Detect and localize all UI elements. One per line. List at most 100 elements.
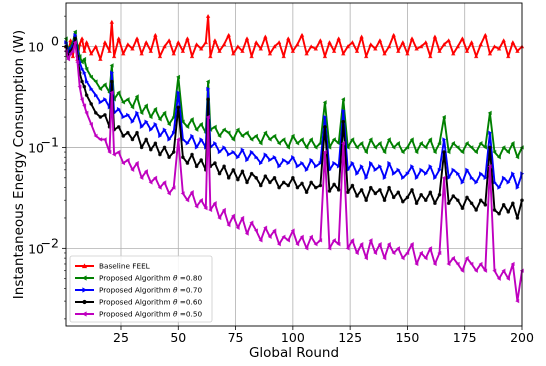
data-point	[414, 46, 419, 51]
data-point	[94, 111, 98, 115]
data-point	[290, 48, 296, 53]
data-point	[396, 246, 401, 251]
data-point	[382, 51, 387, 56]
data-point	[116, 149, 121, 155]
data-point	[121, 160, 126, 166]
data-point	[139, 51, 144, 56]
y-axis-label: Instantaneous Energy Consumption (W)	[11, 30, 27, 299]
data-point	[82, 48, 87, 53]
data-point	[350, 160, 355, 166]
legend-label-part: =0.50	[177, 310, 202, 319]
data-point	[110, 70, 115, 75]
data-point	[199, 158, 203, 162]
data-point	[70, 48, 75, 54]
legend-label: Proposed Algorithm θ =0.80	[99, 274, 202, 283]
data-point	[82, 56, 87, 62]
data-point	[496, 276, 501, 281]
data-point	[506, 276, 511, 281]
data-point	[331, 137, 336, 142]
data-point	[139, 175, 144, 181]
data-point	[414, 175, 419, 181]
data-point	[103, 97, 108, 102]
data-point	[377, 141, 382, 146]
data-point	[189, 54, 195, 59]
data-point	[130, 119, 135, 124]
data-point	[249, 220, 254, 225]
data-point	[190, 152, 194, 157]
data-point	[153, 106, 158, 112]
x-tick-label: 25	[113, 330, 129, 345]
data-point	[290, 228, 295, 233]
data-point	[437, 141, 442, 146]
data-point	[386, 44, 392, 49]
data-point	[414, 149, 419, 155]
data-point	[263, 225, 268, 230]
data-point	[206, 86, 211, 92]
data-point	[446, 201, 451, 205]
y-tick-label: 10	[28, 241, 44, 256]
data-point	[396, 48, 401, 53]
data-point	[464, 255, 469, 261]
data-point	[245, 180, 249, 185]
data-point	[418, 141, 423, 146]
legend-label: Proposed Algorithm θ =0.50	[99, 310, 202, 319]
data-point	[158, 152, 162, 157]
data-point	[501, 38, 506, 43]
data-point	[432, 34, 438, 39]
data-point	[185, 161, 190, 165]
data-point	[93, 44, 98, 49]
data-point	[487, 164, 492, 169]
data-point	[259, 160, 263, 166]
data-point	[483, 203, 488, 207]
data-point	[368, 137, 373, 142]
series-layer	[63, 13, 525, 304]
data-point	[213, 161, 217, 165]
data-point	[116, 125, 121, 129]
y-tick-label: 10	[28, 140, 44, 155]
data-point	[501, 268, 506, 273]
data-point	[110, 79, 114, 84]
data-point	[171, 185, 176, 190]
data-point	[386, 241, 391, 247]
data-point	[483, 175, 488, 181]
data-point	[492, 149, 497, 155]
data-point	[89, 51, 94, 56]
data-point	[139, 124, 144, 130]
data-point	[249, 137, 254, 142]
data-point	[327, 189, 332, 193]
data-point	[130, 105, 135, 110]
data-point	[382, 149, 387, 155]
data-point	[185, 124, 190, 130]
data-point	[130, 167, 135, 173]
data-point	[368, 238, 373, 243]
data-point	[103, 113, 107, 117]
data-point	[212, 124, 217, 130]
data-point	[483, 268, 488, 273]
data-point	[148, 48, 153, 53]
data-point	[465, 167, 470, 173]
data-point	[478, 261, 483, 267]
data-point	[135, 130, 139, 135]
data-point	[194, 127, 199, 132]
data-point	[515, 216, 520, 220]
data-point	[506, 210, 511, 214]
data-point	[451, 194, 456, 198]
data-point	[497, 185, 502, 190]
data-point	[460, 180, 465, 185]
data-point	[82, 103, 87, 108]
data-point	[386, 137, 391, 142]
data-point	[354, 145, 359, 150]
data-point	[428, 246, 433, 251]
data-point	[345, 145, 350, 150]
data-point	[249, 149, 254, 155]
data-point	[423, 145, 428, 150]
data-point	[341, 141, 346, 146]
data-point	[322, 54, 328, 59]
data-point	[322, 149, 327, 155]
data-point	[373, 167, 378, 173]
data-point	[286, 183, 291, 188]
data-point	[345, 246, 350, 251]
data-point	[70, 54, 76, 59]
data-point	[194, 145, 199, 150]
data-point	[483, 32, 488, 37]
